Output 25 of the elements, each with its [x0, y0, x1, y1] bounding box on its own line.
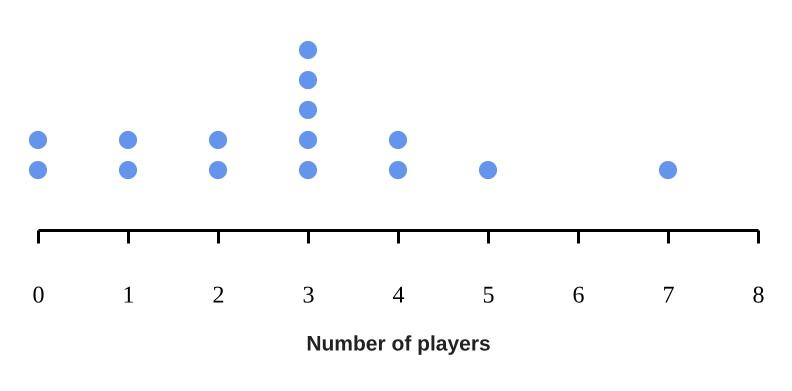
point: [478, 160, 498, 180]
point: [118, 160, 138, 180]
x-tick-label: 7: [662, 282, 674, 308]
point: [298, 100, 318, 120]
point: [298, 70, 318, 90]
point: [298, 130, 318, 150]
x-tick-label: 3: [302, 282, 314, 308]
point: [208, 130, 228, 150]
x-tick-label: 8: [752, 282, 764, 308]
x-tick-label: 2: [212, 282, 224, 308]
point: [658, 160, 678, 180]
x-tick-label: 4: [392, 282, 404, 308]
point: [28, 160, 48, 180]
point: [298, 160, 318, 180]
point: [388, 160, 408, 180]
x-tick-label: 5: [482, 282, 494, 308]
x-tick-label: 1: [122, 282, 134, 308]
x-tick-label: 6: [572, 282, 584, 308]
point: [208, 160, 228, 180]
point: [298, 40, 318, 60]
x-tick-label: 0: [32, 282, 44, 308]
point: [388, 130, 408, 150]
x-axis-title: Number of players: [306, 332, 491, 356]
point: [118, 130, 138, 150]
point: [28, 130, 48, 150]
